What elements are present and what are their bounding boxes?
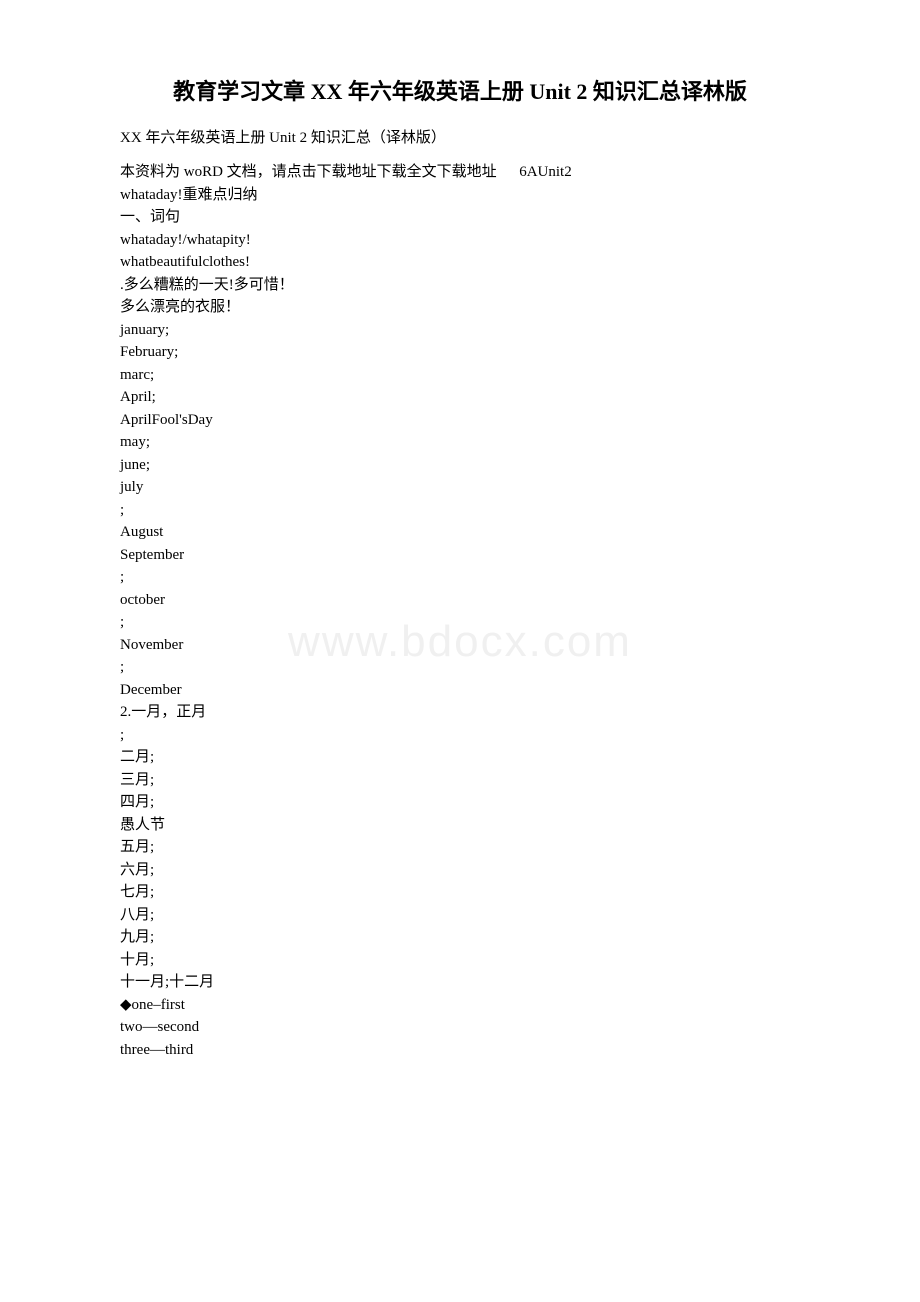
body-line: AprilFool'sDay: [90, 409, 830, 432]
body-line: three—third: [90, 1039, 830, 1062]
body-line: january;: [90, 319, 830, 342]
body-line: ◆one–first: [90, 994, 830, 1017]
body-line: 愚人节: [90, 814, 830, 837]
body-line: 十月;: [90, 949, 830, 972]
body-line: whataday!/whatapity!: [90, 229, 830, 252]
body-line: ;: [90, 566, 830, 589]
body-line: october: [90, 589, 830, 612]
body-line: ;: [90, 611, 830, 634]
body-line: may;: [90, 431, 830, 454]
body-line: 七月;: [90, 881, 830, 904]
body-line: August: [90, 521, 830, 544]
intro-prefix: 本资料为 woRD 文档，请点击下载地址下载全文下载地址: [120, 164, 497, 180]
body-line: 五月;: [90, 836, 830, 859]
body-line: April;: [90, 386, 830, 409]
body-line: june;: [90, 454, 830, 477]
body-line: December: [90, 679, 830, 702]
document-title: 教育学习文章 XX 年六年级英语上册 Unit 2 知识汇总译林版: [90, 75, 830, 108]
body-line: whatbeautifulclothes!: [90, 251, 830, 274]
document-subtitle: XX 年六年级英语上册 Unit 2 知识汇总（译林版）: [90, 126, 830, 147]
document-body-lines: whataday!重难点归纳一、词句whataday!/whatapity!wh…: [90, 184, 830, 1062]
body-line: 2.一月，正月: [90, 701, 830, 724]
body-line: 二月;: [90, 746, 830, 769]
body-line: 一、词句: [90, 206, 830, 229]
body-line: .多么糟糕的一天!多可惜！: [90, 274, 830, 297]
body-line: November: [90, 634, 830, 657]
intro-paragraph: 本资料为 woRD 文档，请点击下载地址下载全文下载地址 6AUnit2: [90, 161, 830, 184]
body-line: july: [90, 476, 830, 499]
document-content: 教育学习文章 XX 年六年级英语上册 Unit 2 知识汇总译林版 XX 年六年…: [90, 75, 830, 1061]
body-line: 三月;: [90, 769, 830, 792]
body-line: September: [90, 544, 830, 567]
body-line: 六月;: [90, 859, 830, 882]
body-line: February;: [90, 341, 830, 364]
body-line: 十一月;十二月: [90, 971, 830, 994]
intro-suffix: 6AUnit2: [519, 164, 572, 180]
body-line: whataday!重难点归纳: [90, 184, 830, 207]
body-line: ;: [90, 499, 830, 522]
body-line: 四月;: [90, 791, 830, 814]
body-line: 八月;: [90, 904, 830, 927]
body-line: two—second: [90, 1016, 830, 1039]
body-line: ;: [90, 656, 830, 679]
body-line: 九月;: [90, 926, 830, 949]
body-line: ;: [90, 724, 830, 747]
body-line: 多么漂亮的衣服！: [90, 296, 830, 319]
body-line: marc;: [90, 364, 830, 387]
